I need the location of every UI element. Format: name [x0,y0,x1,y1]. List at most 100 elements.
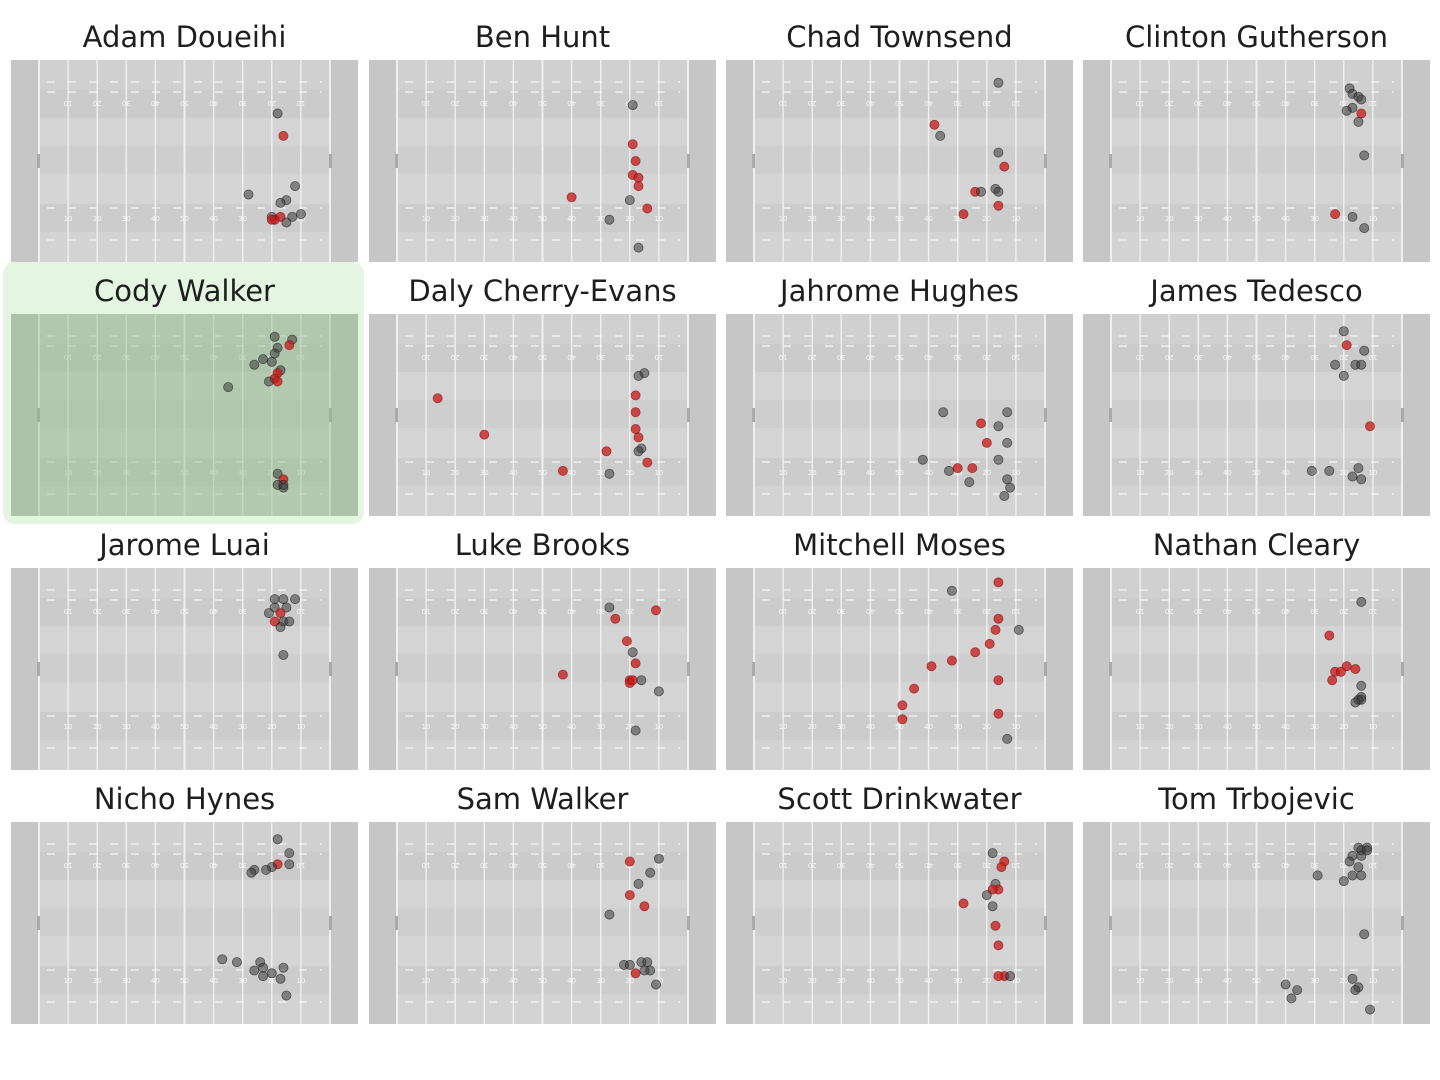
data-point-grey [1364,1004,1375,1015]
yard-number-label-flipped: 10 [1136,861,1145,869]
in-goal-right [1045,822,1073,1024]
yard-number-label-flipped: 50 [180,607,189,615]
yard-number-label-flipped: 30 [1310,607,1319,615]
yard-number-label-flipped: 40 [1281,99,1290,107]
data-point-grey [636,675,647,686]
data-point-grey [1286,993,1297,1004]
yard-number-label: 40 [509,723,518,731]
yard-number-label: 20 [982,977,991,985]
yard-number-label-flipped: 10 [296,861,305,869]
data-point-red [432,393,443,404]
yard-number-label: 20 [1339,977,1348,985]
in-goal-left [369,60,397,262]
yard-number-label: 40 [209,723,218,731]
data-point-red [1335,666,1346,677]
data-point-grey [1338,326,1349,337]
yard-number-label-flipped: 10 [1011,861,1020,869]
data-point-grey [604,909,615,920]
data-point-grey [1356,870,1367,881]
yard-number-label-flipped: 20 [982,607,991,615]
data-point-grey [281,217,292,228]
data-point-red [621,636,632,647]
data-point-grey [1353,463,1364,474]
data-point-red [993,940,1004,951]
in-goal-right [1402,60,1430,262]
data-point-grey [1356,694,1367,705]
yard-number-label-flipped: 20 [982,353,991,361]
in-goal-left [1083,60,1111,262]
yard-number-label-flipped: 50 [895,861,904,869]
yard-number-label-flipped: 10 [1011,353,1020,361]
data-point-grey [269,348,280,359]
goal-post-left [752,408,755,422]
yard-number-label-flipped: 30 [1194,607,1203,615]
yard-number-label: 40 [866,977,875,985]
yard-number-label: 40 [209,215,218,223]
data-point-grey [1312,870,1323,881]
in-goal-right [1045,568,1073,770]
yard-number-label-flipped: 10 [654,99,663,107]
yard-number-label: 50 [180,469,189,477]
data-point-red [1356,108,1367,119]
data-point-red [929,119,940,130]
data-point-red [275,608,286,619]
yard-number-label: 10 [1368,977,1377,985]
in-goal-left [1083,568,1111,770]
chart-panel: Cody Walker 10 10 20 20 30 30 40 40 50 50 40 40 30 30 2… [3,262,364,524]
yard-number-label-flipped: 40 [866,607,875,615]
goal-post-left [395,916,398,930]
yard-number-label-flipped: 40 [567,353,576,361]
in-goal-right [1402,314,1430,516]
yard-number-label: 10 [1136,723,1145,731]
yard-number-label: 30 [953,215,962,223]
yard-number-label-flipped: 20 [1339,353,1348,361]
yard-number-label-flipped: 30 [480,607,489,615]
data-point-grey [633,242,644,253]
yard-number-label-flipped: 30 [596,99,605,107]
yard-number-label: 20 [808,977,817,985]
data-point-red [984,638,995,649]
yard-number-label: 40 [866,215,875,223]
yard-number-label-flipped: 10 [296,353,305,361]
yard-number-label: 50 [538,469,547,477]
data-point-grey [1359,929,1370,940]
yard-number-label: 20 [267,977,276,985]
data-point-red [993,200,1004,211]
goal-post-right [1401,662,1404,676]
data-point-grey [263,608,274,619]
goal-post-left [395,662,398,676]
yard-number-label-flipped: 40 [567,861,576,869]
yard-number-label: 20 [93,215,102,223]
data-point-grey [642,957,653,968]
data-point-red [624,890,635,901]
data-point-red [909,683,920,694]
data-point-red [557,669,568,680]
data-point-red [610,613,621,624]
yard-number-label: 30 [122,215,131,223]
data-point-red [639,901,650,912]
in-goal-right [688,822,716,1024]
panel-title: Scott Drinkwater [777,782,1022,816]
in-goal-right [330,822,358,1024]
data-point-red [975,418,986,429]
yard-number-label-flipped: 20 [1339,861,1348,869]
in-goal-left [369,314,397,516]
yard-number-label: 10 [654,723,663,731]
yard-number-label-flipped: 30 [596,861,605,869]
yard-number-label-flipped: 20 [1165,861,1174,869]
yard-number-label: 20 [451,215,460,223]
data-point-grey [281,990,292,1001]
yard-number-label: 40 [1281,723,1290,731]
yard-number-label-flipped: 50 [1252,353,1261,361]
data-point-grey [1002,733,1013,744]
data-point-red [266,214,277,225]
yard-number-label: 10 [779,977,788,985]
yard-number-label: 50 [1252,215,1261,223]
data-point-grey [1013,624,1024,635]
goal-post-left [1109,662,1112,676]
yard-number-label: 10 [1368,469,1377,477]
yard-number-label-flipped: 40 [924,99,933,107]
data-point-grey [938,407,949,418]
yard-number-label: 30 [1194,469,1203,477]
